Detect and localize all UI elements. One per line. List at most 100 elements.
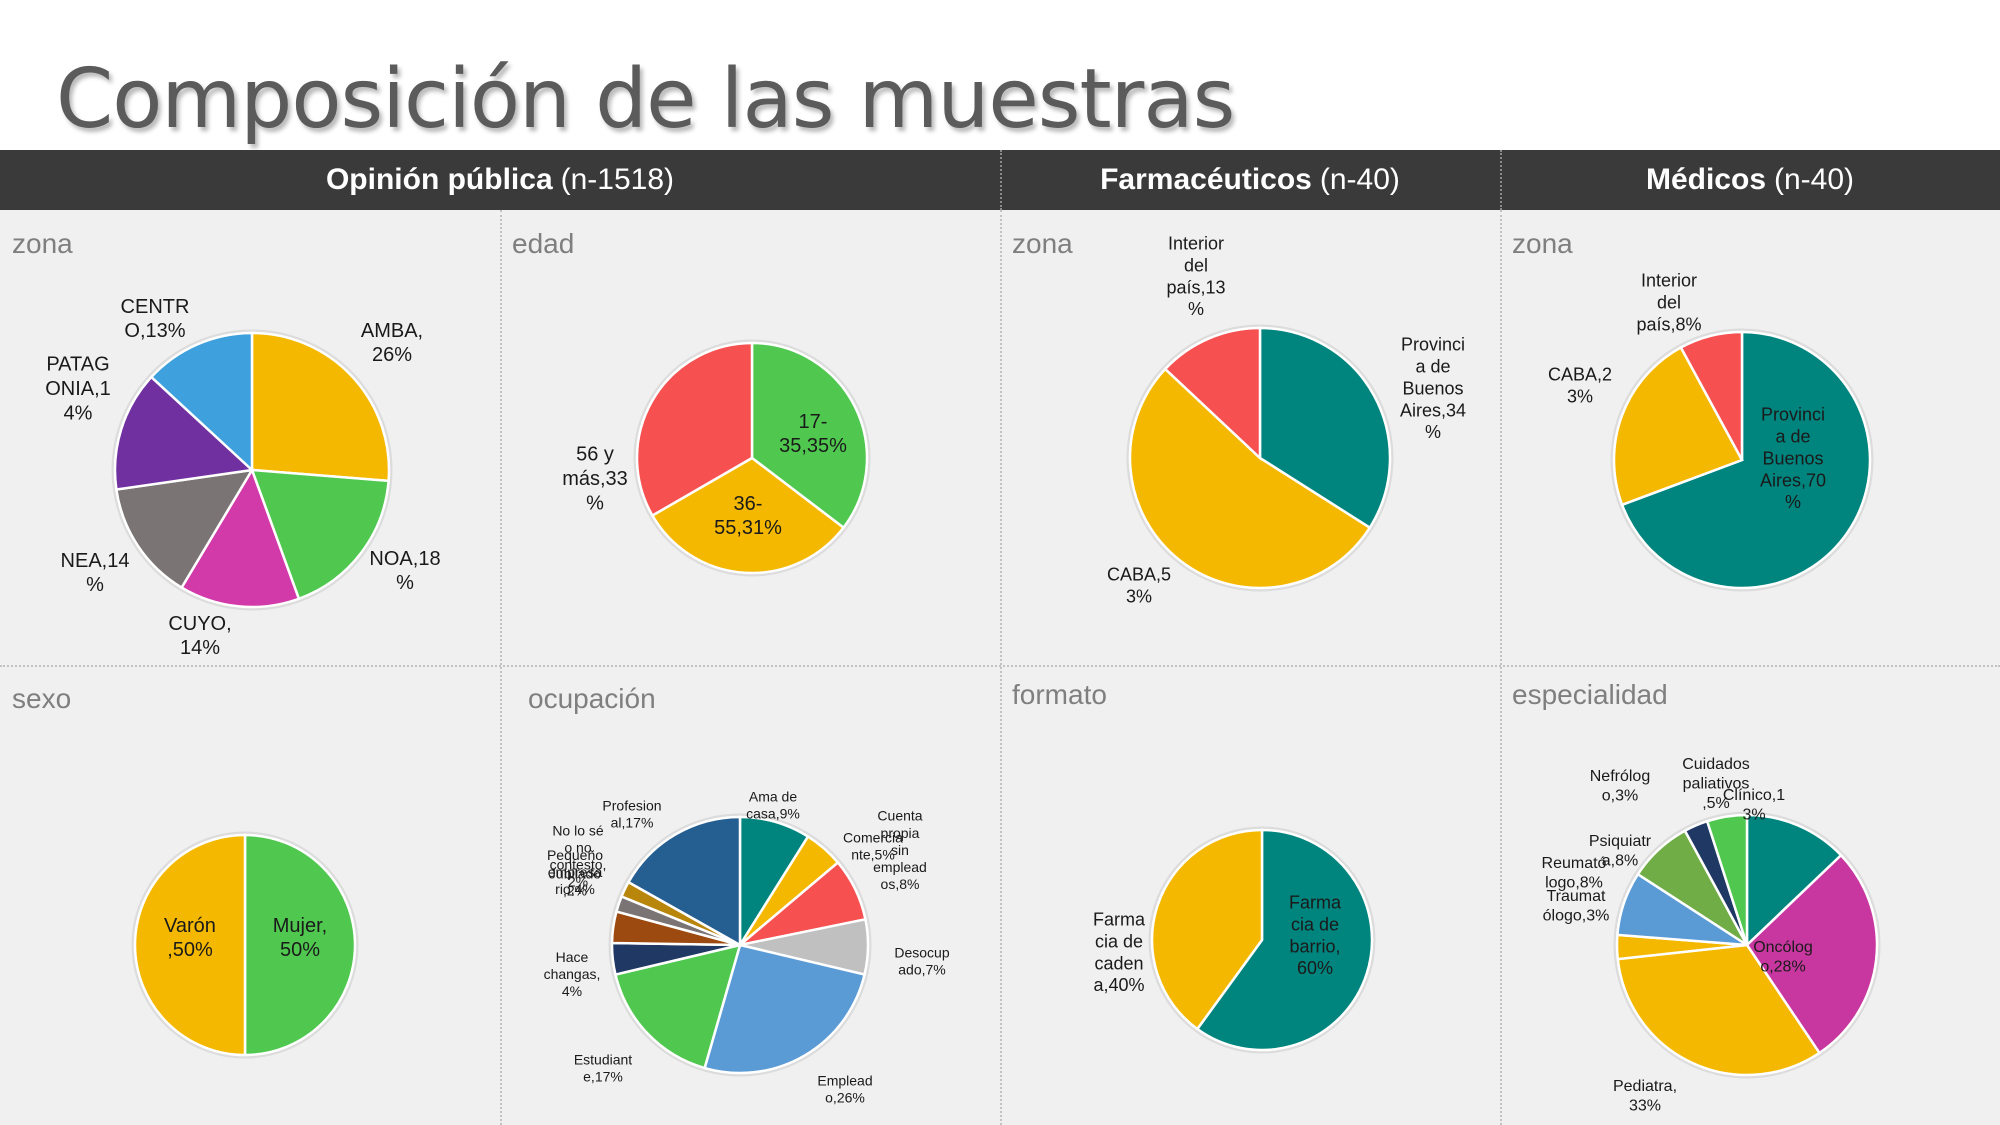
pie-chart-med-especialidad: Clínico,1 3% Oncólog o,28% Pediatra, 33% Traum…	[1542, 756, 1881, 1115]
page-title: Composición de las muestras	[56, 52, 1235, 147]
pie-slice-label: Provinci a de Buenos Aires,70%	[1760, 404, 1826, 512]
panel-label: sexo	[12, 683, 72, 714]
pie-slice-label: PATAG ONIA,1 4%	[45, 354, 111, 425]
panel-op-zona: zona AMBA, 26% NOA,18% CUYO, 14% NEA,14% PATAG…	[0, 210, 500, 665]
pie-slice-label: Emplead o,26%	[817, 1072, 872, 1105]
pie-outline	[1148, 826, 1376, 1054]
pie-slice	[1679, 330, 1744, 461]
pie-slice-label: CUYO, 14%	[168, 613, 231, 659]
header-farmaceuticos: Farmacéuticos (n-40)	[1000, 150, 1500, 210]
pie-slice	[1150, 828, 1264, 1031]
pie-slice-label: CENTR O,13%	[121, 296, 190, 342]
pie-slice	[149, 331, 254, 473]
header-group-n: (n-40)	[1319, 163, 1400, 196]
panel-label: edad	[512, 228, 575, 259]
pie-slice	[626, 815, 742, 948]
pie-chart-op-ocupacion: Ama de casa,9% Comercia nte,5%Cuenta propia s…	[544, 788, 950, 1105]
sample-header-bar: Opinión pública (n-1518) Farmacéuticos (n-…	[0, 150, 2000, 210]
panel-label: formato	[1012, 679, 1107, 710]
pie-outline	[131, 831, 359, 1059]
grid-divider	[1000, 210, 1002, 1125]
panel-med-especialidad: especialidad Clínico,1 3% Oncólog o,28% Pedi…	[1500, 665, 2000, 1125]
pie-slice	[635, 341, 754, 518]
pie-slice-label: Desocup ado,7%	[894, 944, 949, 977]
header-group-name: Farmacéuticos	[1100, 163, 1312, 196]
pie-slice	[243, 833, 357, 1057]
pie-outline	[1126, 324, 1394, 592]
pie-chart-op-edad: 17-35,35% 36-55,31% 56 y más,33%	[562, 339, 871, 577]
grid-divider	[500, 210, 502, 1125]
pie-slice	[179, 467, 301, 609]
panel-far-formato: formato Farma cia de barrio, 60% Farma cia de…	[1000, 665, 1500, 1125]
pie-slice	[613, 943, 742, 1070]
pie-slice-label: NOA,18%	[369, 548, 440, 594]
pie-slice	[1745, 853, 1879, 1055]
pie-chart-far-zona: Provinci a de Buenos Aires,34 % CABA,5 3% Inter…	[1107, 233, 1466, 606]
pie-slice	[1745, 813, 1843, 948]
pie-outline	[1613, 811, 1881, 1079]
pie-slice-label: Mujer, 50%	[273, 915, 327, 961]
panel-label: ocupación	[528, 683, 656, 714]
pie-slice	[133, 833, 247, 1057]
pie-slice-label: Ama de casa,9%	[746, 788, 800, 821]
pie-slice-label: Reumató logo,8%	[1542, 855, 1607, 892]
grid-divider	[0, 665, 2000, 667]
pie-slice-label: Pediatra, 33%	[1613, 1078, 1677, 1115]
pie-slice	[1616, 943, 1822, 1077]
pie-slice-label: Varón ,50%	[164, 915, 216, 961]
header-medicos: Médicos (n-40)	[1500, 150, 2000, 210]
pie-slice-label: Interior del país,8%	[1636, 270, 1701, 334]
pie-outline	[111, 329, 393, 611]
header-divider	[1000, 150, 1002, 210]
pie-chart-far-formato: Farma cia de barrio, 60% Farma cia de caden a,4…	[1093, 826, 1376, 1054]
pie-slice-label: 56 y más,33%	[562, 444, 628, 515]
pie-slice-label: 17-35,35%	[779, 411, 847, 457]
pie-chart-op-zona: AMBA, 26% NOA,18 % CUYO, 14% NEA,14 % PATAG ONIA,…	[45, 296, 440, 659]
pie-slice-label: Nefrólog o,3%	[1590, 768, 1650, 805]
pie-slice-label: CABA,2 3%	[1548, 364, 1612, 406]
pie-slice	[1705, 813, 1749, 946]
pie-slice-label: Hace changas, 4%	[544, 949, 601, 999]
pie-slice-label: Psiquiatr a,8%	[1589, 833, 1652, 870]
pie-slice	[1195, 828, 1374, 1052]
pie-slice-label: Traumat ólogo,3%	[1543, 888, 1610, 925]
pie-slice	[1612, 345, 1744, 507]
pie-slice	[1128, 367, 1372, 590]
pie-slice-label: Jubilado ,2%	[549, 865, 601, 898]
panel-far-zona: zona Provinci a de Buenos Aires,34% CABA,5 3%…	[1000, 210, 1500, 665]
pie-slice-label: CABA,5 3%	[1107, 564, 1171, 606]
panel-label: zona	[12, 228, 73, 259]
pie-slice-label: No lo sé o no contesto, 2%	[550, 822, 607, 889]
pie-outline	[608, 813, 872, 1077]
pie-slice-label: Profesion al,17%	[602, 797, 661, 830]
pie-outline	[633, 339, 871, 577]
header-group-n: (n-40)	[1774, 163, 1855, 196]
pie-slice	[250, 468, 390, 601]
header-opinion-publica: Opinión pública (n-1518)	[0, 150, 1000, 210]
pie-slice-label: AMBA, 26%	[361, 320, 423, 366]
panel-label: zona	[1512, 228, 1573, 259]
pie-slice-label: Pequeño empresa rio,4%	[547, 847, 603, 897]
header-divider	[1500, 150, 1502, 210]
pie-slice	[113, 375, 255, 491]
pie-slice	[1620, 330, 1872, 590]
pie-slice-label: Cuidados paliativos ,5%	[1682, 756, 1750, 812]
grid-divider	[1500, 210, 1502, 1125]
panel-med-zona: zona Provinci a de Buenos Aires,70% CABA,2 3%…	[1500, 210, 2000, 665]
pie-slice	[1163, 326, 1262, 461]
pie-slice-label: Cuenta propia sin emplead os,8%	[873, 808, 927, 892]
panel-op-edad: edad 17-35,35% 36-55,31% 56 y más,33%	[500, 210, 1000, 665]
panel-label: zona	[1012, 228, 1073, 259]
panel-op-ocupacion: ocupación Ama de casa,9% Comercia nte,5% Cue…	[500, 665, 1000, 1125]
header-group-name: Médicos	[1645, 163, 1766, 196]
pie-slice-label: Clínico,1 3%	[1723, 787, 1785, 824]
header-group-name: Opinión pública	[325, 163, 553, 196]
pie-slice-label: Interior del país,13%	[1166, 233, 1225, 319]
pie-slice	[750, 341, 869, 530]
pie-chart-op-sexo: Mujer, 50% Varón ,50%	[131, 831, 359, 1059]
pie-slice	[114, 468, 255, 590]
panel-label: especialidad	[1512, 679, 1668, 710]
pie-slice-label: Comercia nte,5%	[843, 829, 903, 862]
pie-slice	[703, 943, 867, 1075]
pie-slice-label: Estudiant e,17%	[574, 1051, 632, 1084]
